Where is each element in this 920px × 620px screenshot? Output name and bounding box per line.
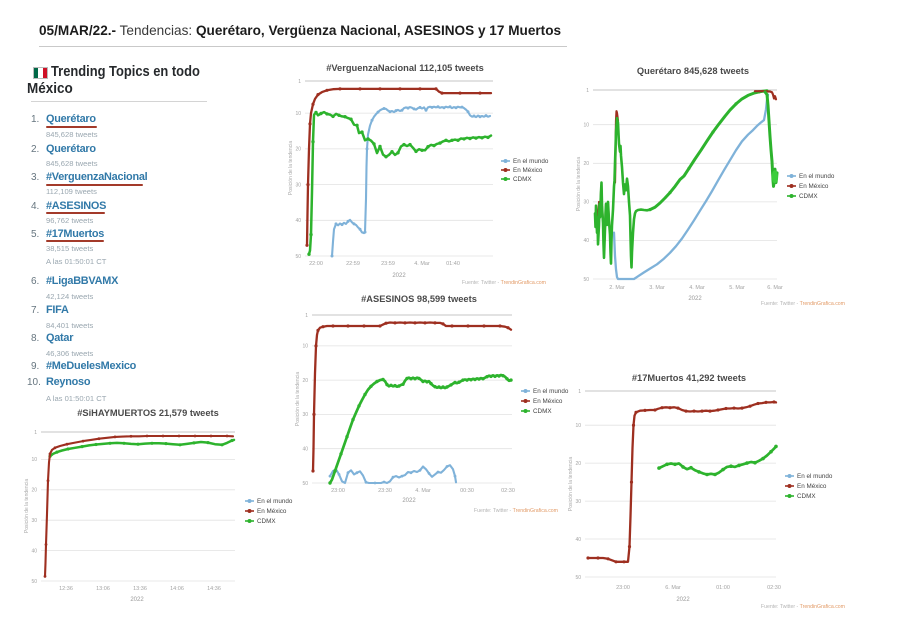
svg-text:40: 40 — [302, 447, 308, 453]
svg-text:En México: En México — [797, 483, 827, 490]
svg-text:20: 20 — [302, 378, 308, 384]
svg-text:4. Mar: 4. Mar — [414, 261, 430, 267]
svg-text:2022: 2022 — [130, 597, 144, 603]
svg-text:30: 30 — [31, 518, 37, 524]
svg-text:01:00: 01:00 — [716, 585, 730, 591]
svg-text:#SiHAYMUERTOS 21,579 tweets: #SiHAYMUERTOS 21,579 tweets — [77, 408, 219, 418]
svg-text:En México: En México — [799, 183, 829, 190]
svg-text:20: 20 — [295, 147, 301, 153]
svg-text:Querétaro 845,628 tweets: Querétaro 845,628 tweets — [637, 66, 749, 76]
svg-text:En el mundo: En el mundo — [797, 473, 833, 480]
svg-text:#17Muertos 41,292 tweets: #17Muertos 41,292 tweets — [632, 373, 746, 383]
svg-text:#VerguenzaNacional 112,105 twe: #VerguenzaNacional 112,105 tweets — [326, 63, 484, 73]
svg-text:13:36: 13:36 — [133, 586, 147, 592]
svg-text:02:30: 02:30 — [501, 488, 515, 494]
svg-text:1: 1 — [298, 79, 301, 85]
svg-text:6. Mar: 6. Mar — [767, 285, 783, 291]
svg-text:40: 40 — [295, 218, 301, 224]
svg-text:22:59: 22:59 — [346, 261, 360, 267]
svg-text:En México: En México — [533, 398, 563, 405]
svg-text:20: 20 — [575, 461, 581, 467]
svg-text:10: 10 — [31, 457, 37, 463]
svg-text:40: 40 — [31, 548, 37, 554]
svg-text:20: 20 — [31, 488, 37, 494]
svg-text:30: 30 — [302, 412, 308, 418]
svg-text:23:59: 23:59 — [381, 261, 395, 267]
svg-text:02:30: 02:30 — [767, 585, 781, 591]
svg-text:1: 1 — [586, 88, 589, 94]
svg-text:1: 1 — [305, 313, 308, 319]
svg-text:1: 1 — [34, 430, 37, 436]
svg-text:CDMX: CDMX — [513, 176, 532, 183]
svg-text:Fuente: Twitter - TrendinGrafi: Fuente: Twitter - TrendinGrafica.com — [761, 604, 845, 610]
svg-text:En México: En México — [513, 167, 543, 174]
svg-text:10: 10 — [295, 111, 301, 117]
svg-text:13:06: 13:06 — [96, 586, 110, 592]
svg-text:22:00: 22:00 — [309, 261, 323, 267]
svg-text:En el mundo: En el mundo — [799, 173, 835, 180]
svg-text:En el mundo: En el mundo — [533, 388, 569, 395]
svg-text:50: 50 — [302, 481, 308, 487]
svg-text:20: 20 — [583, 161, 589, 167]
svg-text:2022: 2022 — [688, 296, 702, 302]
svg-text:CDMX: CDMX — [533, 408, 552, 415]
svg-text:14:06: 14:06 — [170, 586, 184, 592]
svg-text:23:30: 23:30 — [378, 488, 392, 494]
svg-text:Posición de la tendencia: Posición de la tendencia — [24, 479, 30, 533]
svg-text:1: 1 — [578, 389, 581, 395]
svg-text:En México: En México — [257, 508, 287, 515]
svg-text:6. Mar: 6. Mar — [665, 585, 681, 591]
svg-text:01:40: 01:40 — [446, 261, 460, 267]
svg-text:Fuente: Twitter - TrendinGrafi: Fuente: Twitter - TrendinGrafica.com — [761, 301, 845, 307]
svg-text:50: 50 — [31, 579, 37, 585]
svg-text:CDMX: CDMX — [799, 193, 818, 200]
svg-text:2. Mar: 2. Mar — [609, 285, 625, 291]
svg-text:2022: 2022 — [392, 273, 406, 279]
svg-text:Posición de la tendencia: Posición de la tendencia — [295, 372, 301, 426]
svg-text:Fuente: Twitter - TrendinGrafi: Fuente: Twitter - TrendinGrafica.com — [474, 508, 558, 514]
svg-text:5. Mar: 5. Mar — [729, 285, 745, 291]
svg-text:CDMX: CDMX — [797, 493, 816, 500]
svg-text:#ASESINOS 98,599 tweets: #ASESINOS 98,599 tweets — [361, 294, 477, 304]
svg-text:4. Mar: 4. Mar — [415, 488, 431, 494]
svg-text:En el mundo: En el mundo — [257, 498, 293, 505]
svg-text:50: 50 — [575, 575, 581, 581]
svg-text:Posición de la tendencia: Posición de la tendencia — [568, 457, 574, 511]
svg-text:2022: 2022 — [676, 597, 690, 603]
svg-text:40: 40 — [583, 238, 589, 244]
svg-text:4. Mar: 4. Mar — [689, 285, 705, 291]
svg-text:10: 10 — [583, 123, 589, 129]
svg-text:30: 30 — [295, 182, 301, 188]
svg-text:23:00: 23:00 — [331, 488, 345, 494]
svg-text:50: 50 — [295, 254, 301, 260]
svg-text:23:00: 23:00 — [616, 585, 630, 591]
svg-text:10: 10 — [302, 344, 308, 350]
svg-text:00:30: 00:30 — [460, 488, 474, 494]
svg-text:30: 30 — [583, 200, 589, 206]
svg-text:3. Mar: 3. Mar — [649, 285, 665, 291]
svg-text:Fuente: Twitter - TrendinGrafi: Fuente: Twitter - TrendinGrafica.com — [462, 280, 546, 286]
svg-text:CDMX: CDMX — [257, 518, 276, 525]
svg-text:2022: 2022 — [402, 498, 416, 504]
svg-text:Posición de la tendencia: Posición de la tendencia — [288, 141, 294, 195]
svg-text:40: 40 — [575, 537, 581, 543]
svg-text:12:36: 12:36 — [59, 586, 73, 592]
svg-text:14:36: 14:36 — [207, 586, 221, 592]
svg-text:30: 30 — [575, 499, 581, 505]
svg-text:En el mundo: En el mundo — [513, 158, 549, 165]
svg-text:Posición de la tendencia: Posición de la tendencia — [576, 157, 582, 211]
svg-text:50: 50 — [583, 277, 589, 283]
svg-text:10: 10 — [575, 423, 581, 429]
